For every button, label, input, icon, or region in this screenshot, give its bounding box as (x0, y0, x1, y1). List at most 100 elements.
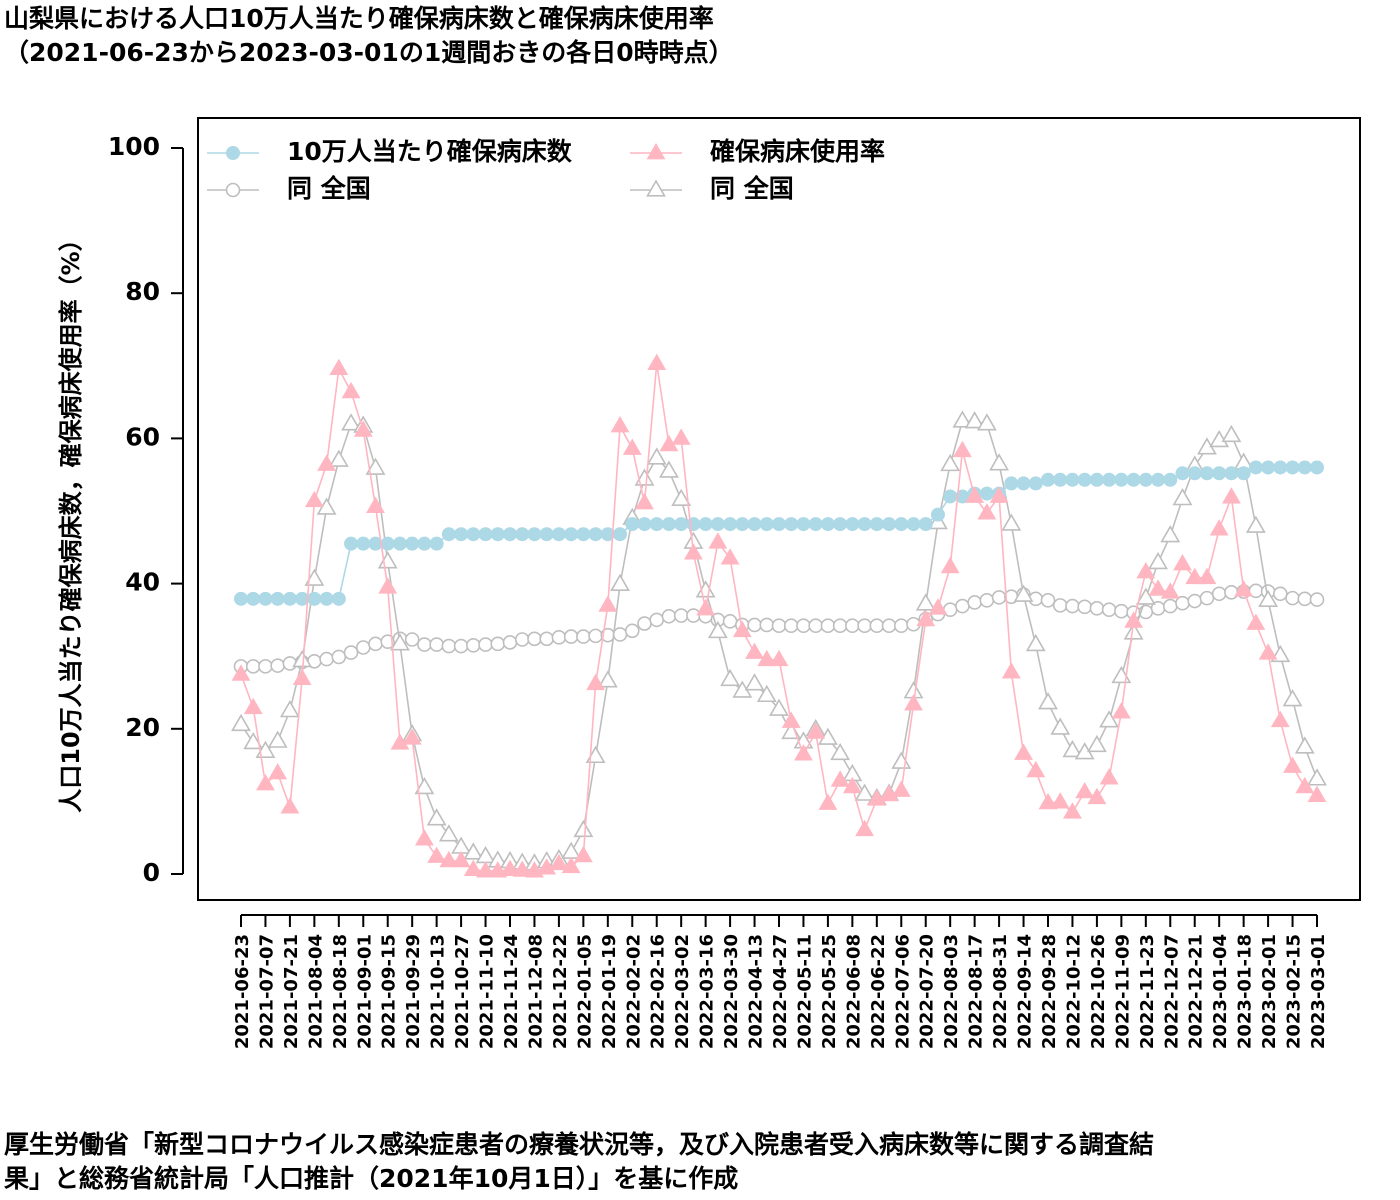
x-tick-label: 2022-11-09 (1112, 934, 1133, 1049)
data-point (503, 527, 517, 542)
data-point (674, 517, 689, 532)
data-point (414, 829, 434, 846)
data-point (1261, 460, 1276, 475)
data-point (744, 673, 765, 691)
data-point (304, 568, 325, 586)
data-point (573, 845, 593, 863)
data-point (916, 609, 936, 627)
data-point (1285, 590, 1300, 606)
data-point (857, 517, 872, 532)
legend-entry: 同 全国 (207, 174, 371, 203)
data-point (1038, 792, 1058, 810)
data-point (1075, 781, 1095, 799)
data-point (490, 636, 506, 652)
data-point (955, 598, 970, 614)
data-point (597, 670, 618, 688)
data-point (624, 623, 640, 639)
data-point (478, 527, 493, 542)
x-tick-label: 2022-05-25 (819, 934, 840, 1049)
data-point (282, 591, 297, 606)
y-tick-label: 20 (125, 713, 160, 742)
x-tick-label: 2021-06-23 (232, 934, 253, 1049)
data-point (1248, 460, 1263, 475)
data-point (258, 659, 273, 674)
data-point (894, 517, 909, 532)
data-point (1004, 476, 1019, 491)
data-point (356, 536, 371, 551)
data-point (441, 527, 456, 542)
data-point (845, 618, 860, 634)
data-point (869, 517, 884, 532)
data-point (341, 413, 361, 431)
data-point (794, 744, 813, 761)
x-tick-label: 2022-08-31 (990, 934, 1011, 1049)
data-point (1001, 662, 1021, 679)
x-tick-label: 2021-08-04 (305, 934, 326, 1049)
data-point (1114, 472, 1129, 487)
data-point (857, 618, 872, 634)
data-point (563, 629, 579, 644)
data-point (771, 618, 787, 634)
data-point (747, 617, 762, 633)
data-point (331, 649, 347, 665)
x-tick-label: 2021-07-07 (256, 934, 277, 1049)
series-1 (231, 353, 1327, 878)
data-point (1065, 598, 1080, 614)
data-point (747, 517, 762, 532)
data-point (561, 856, 581, 874)
data-point (683, 543, 703, 560)
legend-label: 同 全国 (287, 174, 371, 203)
data-point (427, 846, 447, 863)
data-point (1234, 580, 1254, 597)
data-point (1172, 488, 1193, 506)
legend-entry: 10万人当たり確保病床数 (207, 137, 573, 166)
data-point (476, 861, 495, 878)
data-point (344, 536, 359, 551)
legend-marker (646, 142, 666, 160)
data-point (964, 411, 985, 429)
x-tick-label: 2022-09-28 (1039, 934, 1060, 1049)
data-point (1040, 592, 1056, 608)
data-point (820, 618, 836, 634)
data-point (1041, 472, 1055, 487)
legend-label: 10万人当たり確保病床数 (287, 137, 573, 166)
data-point (377, 551, 398, 569)
series-line (240, 363, 1318, 872)
data-point (796, 618, 811, 634)
x-tick-label: 2022-07-20 (917, 934, 938, 1049)
data-point (426, 808, 447, 826)
data-point (243, 731, 264, 750)
data-point (612, 627, 628, 642)
data-point (722, 614, 738, 629)
data-point (891, 780, 911, 797)
data-point (514, 632, 530, 647)
data-point (783, 618, 799, 634)
x-tick-label: 2022-10-26 (1088, 934, 1109, 1049)
data-point (380, 536, 395, 551)
data-point (625, 517, 640, 532)
data-point (855, 819, 875, 837)
data-point (1099, 768, 1119, 785)
data-point (576, 527, 591, 542)
data-point (979, 486, 994, 501)
data-point (1307, 768, 1327, 786)
y-tick-label: 60 (125, 422, 160, 451)
chart-title: 山梨県における人口10万人当たり確保病床数と確保病床使用率 （2021-06-2… (4, 2, 734, 70)
data-point (930, 507, 945, 522)
data-point (463, 842, 484, 860)
data-point (965, 486, 985, 503)
data-point (952, 440, 972, 458)
x-tick-label: 2022-03-16 (697, 934, 718, 1049)
data-point (622, 438, 642, 455)
data-point (904, 694, 923, 711)
data-point (1221, 487, 1241, 504)
data-point (502, 635, 518, 650)
data-point (893, 618, 909, 634)
plot-frame (197, 117, 1361, 901)
series-layer (231, 353, 1327, 878)
data-point (390, 633, 410, 651)
data-point (1050, 792, 1070, 809)
data-point (671, 428, 691, 445)
legend-marker (225, 182, 241, 198)
data-point (1211, 586, 1227, 602)
